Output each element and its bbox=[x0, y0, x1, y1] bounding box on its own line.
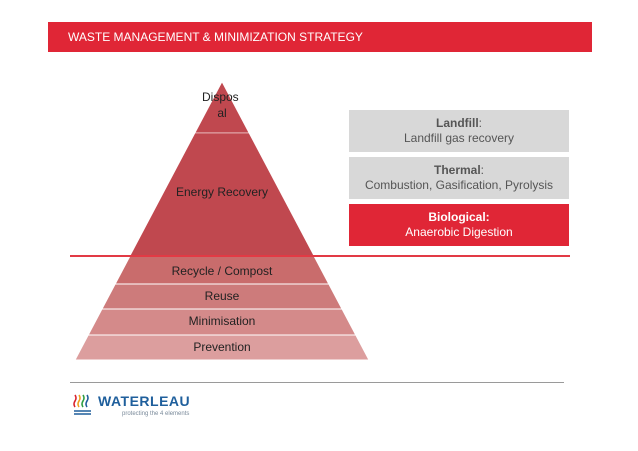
footer-divider bbox=[70, 382, 564, 383]
tier-label-disposal: Dispos al bbox=[202, 90, 242, 120]
option-biological-detail: Anaerobic Digestion bbox=[405, 225, 513, 239]
option-landfill-heading: Landfill: bbox=[436, 116, 482, 131]
tier-label-prevention: Prevention bbox=[193, 340, 250, 354]
page-title: WASTE MANAGEMENT & MINIMIZATION STRATEGY bbox=[68, 30, 363, 44]
option-biological-title: Biological: bbox=[428, 210, 490, 224]
tier-label-recycle-compost: Recycle / Compost bbox=[172, 264, 273, 278]
option-landfill-title: Landfill bbox=[435, 116, 479, 130]
waterleau-logo: WATERLEAU protecting the 4 elements bbox=[73, 393, 190, 417]
option-landfill: Landfill: Landfill gas recovery bbox=[349, 110, 569, 152]
header-bar: WASTE MANAGEMENT & MINIMIZATION STRATEGY bbox=[48, 22, 592, 52]
option-landfill-detail: Landfill gas recovery bbox=[403, 131, 515, 145]
threshold-line bbox=[70, 255, 570, 257]
tier-label-energy-recovery: Energy Recovery bbox=[176, 185, 268, 199]
option-thermal-detail: Combustion, Gasification, Pyrolysis bbox=[364, 178, 554, 192]
option-landfill-suffix: : bbox=[478, 116, 482, 130]
option-thermal: Thermal: Combustion, Gasification, Pyrol… bbox=[349, 157, 569, 199]
option-biological-heading: Biological: bbox=[428, 210, 489, 225]
pyramid-tier-prevention bbox=[74, 334, 370, 361]
option-biological: Biological: Anaerobic Digestion bbox=[349, 204, 569, 246]
tier-label-reuse: Reuse bbox=[205, 289, 240, 303]
logo-name: WATERLEAU bbox=[98, 393, 191, 409]
waterleau-waves-icon bbox=[73, 394, 91, 415]
option-thermal-heading: Thermal: bbox=[434, 163, 484, 178]
logo-tagline: protecting the 4 elements bbox=[122, 411, 190, 417]
option-thermal-title: Thermal bbox=[433, 163, 481, 177]
option-thermal-suffix: : bbox=[480, 163, 485, 177]
tier-label-minimisation: Minimisation bbox=[189, 314, 256, 328]
logo-text: WATERLEAU protecting the 4 elements bbox=[98, 393, 190, 417]
